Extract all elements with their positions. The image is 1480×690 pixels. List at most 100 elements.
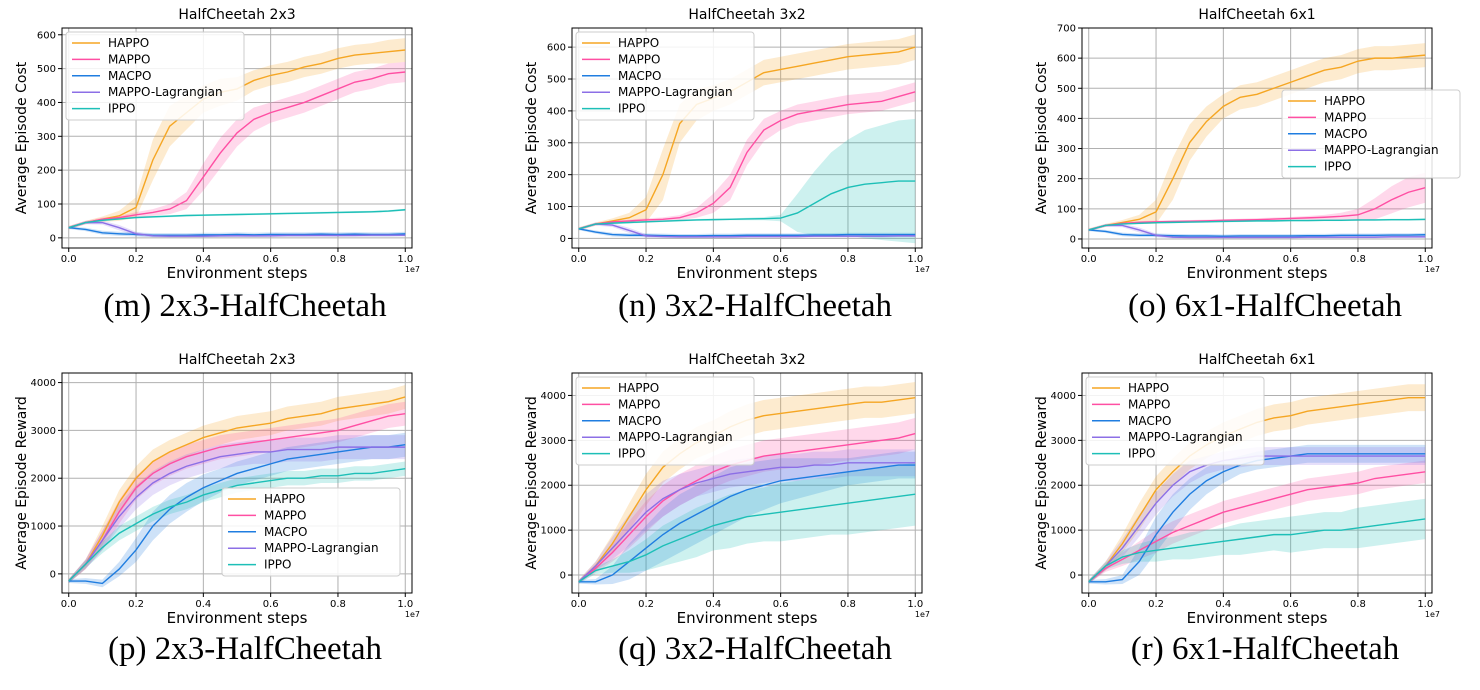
- x-offset-label: 1e7: [915, 610, 930, 619]
- series-line: [578, 464, 916, 583]
- legend-label: MAPPO: [1128, 397, 1170, 411]
- legend-box: [221, 487, 401, 577]
- panel-p: HalfCheetah 2x3 0.0 0.2 0.4 0.6 0.8 1.0 0 1000 20…: [0, 345, 490, 690]
- series-line: [68, 209, 406, 229]
- legend-label: MAPPO: [108, 52, 150, 66]
- series-band: [1088, 498, 1426, 584]
- axes-frame: [61, 27, 413, 249]
- x-axis-label: Environment steps: [1187, 609, 1328, 627]
- x-tick-label: 0.8: [840, 254, 856, 265]
- series-line: [68, 467, 406, 582]
- x-axis-label: Environment steps: [1187, 264, 1328, 282]
- legend-box: [65, 31, 245, 121]
- x-tick-label: 0.2: [128, 599, 144, 610]
- series-band: [1088, 447, 1426, 584]
- series-group: [68, 38, 406, 238]
- legend-label: MAPPO: [1324, 110, 1366, 124]
- legend-label: MAPPO-Lagrangian: [1128, 430, 1243, 444]
- panel-o: HalfCheetah 6x1 0.0 0.2 0.4 0.6 0.8 1.0 0 100 200…: [1020, 0, 1480, 345]
- legend-box: [1085, 376, 1265, 466]
- x-tick-label: 0.6: [773, 599, 789, 610]
- y-tick-label: 300: [37, 132, 56, 143]
- legend-label: IPPO: [618, 447, 645, 461]
- y-tick-label: 700: [1057, 24, 1076, 35]
- series-line: [68, 446, 406, 582]
- y-tick-label: 0: [50, 233, 56, 244]
- x-tick-label: 0.4: [195, 599, 211, 610]
- legend-label: IPPO: [1128, 447, 1155, 461]
- chart-title: HalfCheetah 2x3: [178, 352, 295, 368]
- y-tick-label: 600: [1057, 54, 1076, 65]
- caption-o: (o) 6x1-HalfCheetah: [1128, 288, 1402, 324]
- series-group: [1088, 43, 1426, 239]
- x-tick-label: 0.6: [263, 599, 279, 610]
- legend: HAPPO MAPPO MACPO MAPPO-Lagrangian IPPO: [1085, 376, 1265, 466]
- series-line: [1088, 518, 1426, 583]
- legend-label: MAPPO-Lagrangian: [108, 85, 223, 99]
- legend-label: MACPO: [1128, 414, 1171, 428]
- series-band: [68, 208, 406, 229]
- series-line: [1088, 224, 1426, 239]
- chart-r: HalfCheetah 6x1 0.0 0.2 0.4 0.6 0.8 1.0 0 1000 20…: [1034, 352, 1440, 627]
- y-tick-label: 4000: [1051, 391, 1076, 402]
- x-offset-label: 1e7: [405, 265, 420, 274]
- y-tick-label: 2000: [541, 481, 566, 492]
- y-tick-label: 300: [547, 138, 566, 149]
- legend-label: MACPO: [108, 69, 151, 83]
- x-tick-label: 0.0: [61, 599, 77, 610]
- y-tick-label: 500: [547, 75, 566, 86]
- y-tick-label: 0: [560, 571, 566, 582]
- x-tick-label: 0.8: [1350, 254, 1366, 265]
- x-offset-label: 1e7: [1425, 610, 1440, 619]
- series-line: [1088, 218, 1426, 231]
- x-tick-label: 0.4: [1215, 599, 1231, 610]
- axes-frame: [1081, 372, 1433, 594]
- legend-label: HAPPO: [1324, 94, 1365, 108]
- y-tick-label: 600: [37, 30, 56, 41]
- series-band: [68, 435, 406, 583]
- series-line: [68, 396, 406, 582]
- legend-label: MAPPO: [618, 397, 660, 411]
- series-line: [578, 462, 916, 583]
- x-tick-label: 0.4: [195, 254, 211, 265]
- x-axis-label: Environment steps: [677, 264, 818, 282]
- chart-title: HalfCheetah 3x2: [688, 352, 805, 368]
- y-tick-label: 200: [37, 166, 56, 177]
- legend-label: MAPPO-Lagrangian: [618, 85, 733, 99]
- y-tick-label: 600: [547, 43, 566, 54]
- x-tick-label: 0.6: [1283, 254, 1299, 265]
- y-tick-label: 3000: [31, 426, 56, 437]
- legend-box: [575, 31, 755, 121]
- series-band: [68, 38, 406, 230]
- x-offset-label: 1e7: [915, 265, 930, 274]
- x-axis-label: Environment steps: [677, 609, 818, 627]
- legend-label: IPPO: [264, 558, 291, 572]
- x-tick-label: 0.6: [1283, 599, 1299, 610]
- y-tick-label: 1000: [541, 526, 566, 537]
- x-tick-label: 0.2: [638, 599, 654, 610]
- legend-label: IPPO: [1324, 160, 1351, 174]
- series-group: [578, 381, 916, 585]
- x-offset-label: 1e7: [1425, 265, 1440, 274]
- y-tick-label: 500: [37, 64, 56, 75]
- x-tick-label: 0.8: [330, 254, 346, 265]
- series-band: [578, 82, 916, 231]
- series-line: [1088, 187, 1426, 231]
- series-band: [578, 118, 916, 244]
- chart-m: HalfCheetah 2x3 0.0 0.2 0.4 0.6 0.8 1.0 0 100 200…: [14, 7, 420, 282]
- legend-label: MAPPO: [618, 52, 660, 66]
- series-band: [68, 401, 406, 583]
- x-tick-label: 1.0: [907, 254, 923, 265]
- legend-label: MACPO: [1324, 127, 1367, 141]
- legend-label: MAPPO: [264, 508, 306, 522]
- y-axis-label: Average Episode Cost: [524, 61, 540, 214]
- chart-o: HalfCheetah 6x1 0.0 0.2 0.4 0.6 0.8 1.0 0 100 200…: [1034, 7, 1461, 282]
- y-axis-label: Average Episode Cost: [1034, 61, 1050, 214]
- y-tick-label: 0: [50, 569, 56, 580]
- x-tick-label: 1.0: [397, 599, 413, 610]
- y-tick-label: 3000: [1051, 436, 1076, 447]
- y-axis-label: Average Episode Reward: [14, 396, 30, 570]
- y-tick-label: 1000: [1051, 526, 1076, 537]
- series-band: [68, 61, 406, 230]
- chart-title: HalfCheetah 6x1: [1198, 7, 1315, 23]
